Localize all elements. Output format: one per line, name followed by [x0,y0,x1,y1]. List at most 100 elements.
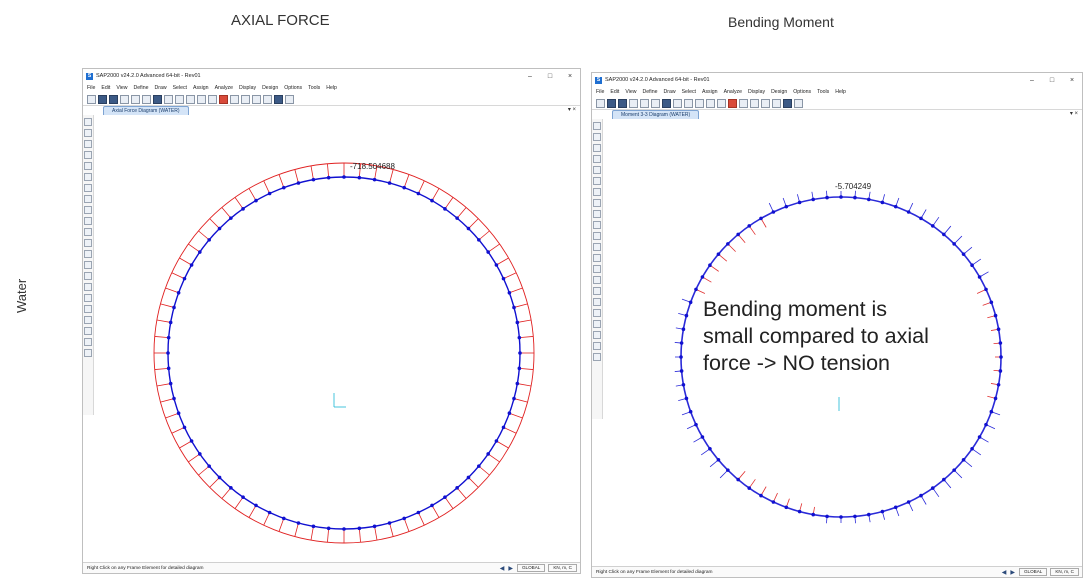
draw-link-icon[interactable] [593,210,601,218]
snap-intersections-icon[interactable] [593,309,601,317]
right-coord-system-select[interactable]: GLOBAL [1018,568,1048,576]
draw-solid-icon[interactable] [593,199,601,207]
right-menu-display[interactable]: Display [748,89,766,95]
left-menu-assign[interactable]: Assign [193,85,209,91]
right-menu-define[interactable]: Define [642,89,658,95]
draw-joint-icon[interactable] [84,129,92,137]
left-menu-options[interactable]: Options [284,85,303,91]
draw-section-cut-icon[interactable] [593,232,601,240]
snap-points-icon[interactable] [84,283,92,291]
right-prev-arrow-icon[interactable]: ◀ [1001,569,1007,576]
pan-icon[interactable] [706,98,715,108]
snap-points-icon[interactable] [593,287,601,295]
zoom-out-icon[interactable] [695,98,704,108]
right-menu-tools[interactable]: Tools [817,89,830,95]
draw-rect-icon[interactable] [593,177,601,185]
draw-solid-icon[interactable] [84,195,92,203]
right-menu-options[interactable]: Options [793,89,812,95]
pointer-icon[interactable] [142,94,151,104]
right-menu-analyze[interactable]: Analyze [723,89,743,95]
save-icon[interactable] [109,94,118,104]
redo-icon[interactable] [640,98,649,108]
view-xy-icon[interactable] [241,94,250,104]
run-icon[interactable] [153,94,162,104]
snap-ends-icon[interactable] [84,294,92,302]
right-menu-design[interactable]: Design [771,89,788,95]
undo-icon[interactable] [629,98,638,108]
undo-icon[interactable] [120,94,129,104]
left-close-button[interactable]: × [567,72,573,80]
left-menu-define[interactable]: Define [133,85,149,91]
left-menu-view[interactable]: View [116,85,128,91]
zoom-in-icon[interactable] [684,98,693,108]
left-minimize-button[interactable]: – [528,72,532,80]
draw-quad-icon[interactable] [84,184,92,192]
open-icon[interactable] [607,98,616,108]
left-maximize-button[interactable]: □ [547,72,553,80]
snap-fine-icon[interactable] [593,353,601,361]
draw-area-icon[interactable] [593,166,601,174]
rotate-icon[interactable] [208,94,217,104]
view-xz-icon[interactable] [252,94,261,104]
tab-axial-force-diagram[interactable]: Axial Force Diagram (WATER) [103,106,189,115]
draw-rect-icon[interactable] [84,173,92,181]
view-3d-icon[interactable] [739,98,748,108]
draw-section-cut-icon[interactable] [84,228,92,236]
left-units-select[interactable]: KN, m, C [548,564,577,572]
save-icon[interactable] [618,98,627,108]
select-previous-icon[interactable] [84,250,92,258]
left-prev-arrow-icon[interactable]: ◀ [499,565,505,572]
snap-lines-icon[interactable] [84,327,92,335]
zoom-in-icon[interactable] [175,94,184,104]
clear-selection-icon[interactable] [593,265,601,273]
left-menu-display[interactable]: Display [239,85,257,91]
draw-frame-icon[interactable] [84,140,92,148]
right-next-arrow-icon[interactable]: ▶ [1010,569,1015,576]
view-xz-icon[interactable] [761,98,770,108]
clear-selection-icon[interactable] [84,261,92,269]
snap-grid-icon[interactable] [84,338,92,346]
left-tab-close-icon[interactable]: ▾ × [567,107,576,113]
rotate-icon[interactable] [717,98,726,108]
view-yz-icon[interactable] [263,94,272,104]
select-pointer-icon[interactable] [593,122,601,130]
right-menu-select[interactable]: Select [681,89,696,95]
left-coord-system-select[interactable]: GLOBAL [516,564,546,572]
select-all-icon[interactable] [84,239,92,247]
draw-tendon-icon[interactable] [593,221,601,229]
assign-icon[interactable] [274,94,283,104]
right-units-select[interactable]: KN, m, C [1050,568,1079,576]
moment-diagram-canvas[interactable]: -5.704249 [603,119,1080,565]
select-all-icon[interactable] [593,243,601,251]
draw-link-icon[interactable] [84,206,92,214]
right-maximize-button[interactable]: □ [1049,76,1055,84]
run-icon[interactable] [662,98,671,108]
new-file-icon[interactable] [87,94,96,104]
axial-force-canvas[interactable]: -718.504688 [94,115,578,561]
select-previous-icon[interactable] [593,254,601,262]
display-icon[interactable] [219,94,228,104]
draw-area-icon[interactable] [84,162,92,170]
grid-icon[interactable] [285,94,294,104]
redo-icon[interactable] [131,94,140,104]
right-menu-draw[interactable]: Draw [663,89,676,95]
display-icon[interactable] [728,98,737,108]
left-next-arrow-icon[interactable]: ▶ [508,565,513,572]
snap-ends-icon[interactable] [593,298,601,306]
right-tab-close-icon[interactable]: ▾ × [1069,111,1078,117]
pointer-icon[interactable] [651,98,660,108]
left-menu-design[interactable]: Design [262,85,279,91]
tab-moment-diagram[interactable]: Moment 3-3 Diagram (WATER) [612,110,700,119]
right-close-button[interactable]: × [1069,76,1075,84]
draw-quad-icon[interactable] [593,188,601,196]
left-menu-analyze[interactable]: Analyze [214,85,234,91]
zoom-icon[interactable] [164,94,173,104]
left-menu-file[interactable]: File [87,85,96,91]
snap-perpendicular-icon[interactable] [593,320,601,328]
snap-fine-icon[interactable] [84,349,92,357]
left-menu-tools[interactable]: Tools [308,85,321,91]
left-menu-edit[interactable]: Edit [101,85,111,91]
right-menu-edit[interactable]: Edit [610,89,620,95]
draw-joint-icon[interactable] [593,133,601,141]
left-menu-select[interactable]: Select [172,85,187,91]
